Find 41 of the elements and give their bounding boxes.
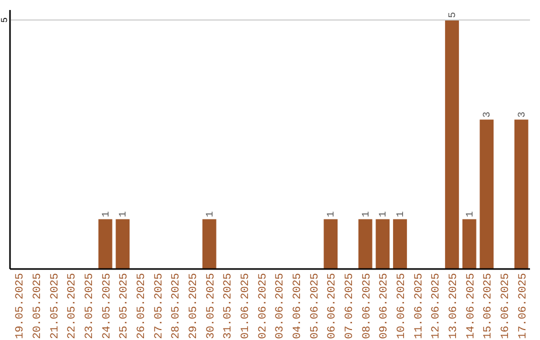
data-label: 1 <box>378 211 390 218</box>
x-tick-label: 09.06.2025 <box>378 273 391 340</box>
x-tick-label: 17.06.2025 <box>517 273 530 340</box>
x-tick-label: 13.06.2025 <box>448 273 460 340</box>
x-tick-label: 01.06.2025 <box>240 273 252 340</box>
x-tick-label: 28.05.2025 <box>170 273 183 340</box>
data-label: 1 <box>326 211 338 218</box>
x-tick-label: 14.06.2025 <box>465 273 478 340</box>
x-tick-label: 16.06.2025 <box>500 273 512 340</box>
x-tick-label: 31.05.2025 <box>222 273 235 340</box>
data-label: 3 <box>517 112 528 118</box>
x-tick-label: 25.05.2025 <box>118 273 131 340</box>
x-tick-label: 19.05.2025 <box>14 273 27 340</box>
x-tick-label: 03.06.2025 <box>274 273 287 340</box>
data-label: 1 <box>118 211 130 218</box>
data-label: 1 <box>361 211 372 218</box>
x-tick-label: 26.05.2025 <box>136 273 148 340</box>
data-label: 1 <box>205 211 216 218</box>
x-tick-label: 15.06.2025 <box>482 273 495 340</box>
x-tick-label: 24.05.2025 <box>101 273 114 340</box>
x-tick-label: 02.06.2025 <box>257 273 270 340</box>
x-tick-label: 30.05.2025 <box>205 273 218 340</box>
x-tick-label: 10.06.2025 <box>396 273 408 340</box>
x-tick-label: 07.06.2025 <box>344 273 356 340</box>
data-label: 1 <box>396 211 407 218</box>
x-tick-label: 04.06.2025 <box>292 273 304 340</box>
x-tick-label: 20.05.2025 <box>32 273 44 340</box>
x-tick-label: 22.05.2025 <box>66 273 79 340</box>
data-label: 1 <box>101 211 112 218</box>
data-label: 1 <box>465 211 476 218</box>
x-tick-label: 12.06.2025 <box>430 273 443 340</box>
x-tick-label: 08.06.2025 <box>361 273 374 340</box>
data-label: 3 <box>482 112 494 118</box>
x-tick-label: 06.06.2025 <box>326 273 339 340</box>
x-tick-label: 05.06.2025 <box>309 273 322 340</box>
x-tick-label: 11.06.2025 <box>413 273 426 340</box>
data-label: 5 <box>448 12 459 18</box>
x-tick-label: 21.05.2025 <box>49 273 62 340</box>
x-tick-label: 23.05.2025 <box>84 273 96 340</box>
x-tick-label: 29.05.2025 <box>188 273 200 340</box>
x-tick-label: 27.05.2025 <box>153 273 166 340</box>
